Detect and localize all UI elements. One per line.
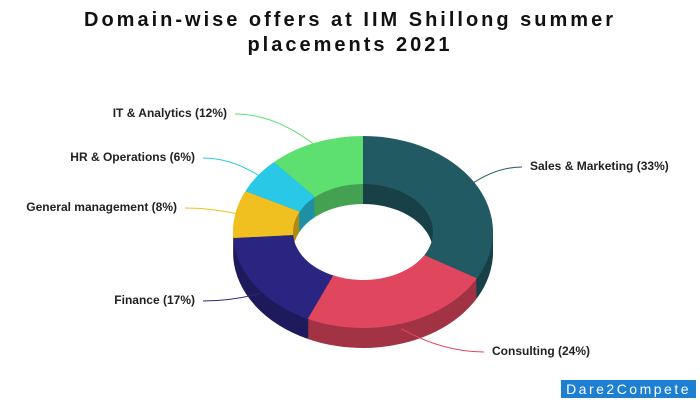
data-label: Finance (17%): [114, 293, 195, 307]
data-label: IT & Analytics (12%): [113, 106, 227, 120]
value-label: (12%): [195, 106, 227, 120]
category-label: Consulting: [492, 344, 555, 358]
leader-line: [202, 157, 264, 179]
category-label: Finance: [114, 293, 160, 307]
data-label: General management (8%): [26, 200, 177, 214]
category-label: IT & Analytics: [113, 106, 192, 120]
leader-line: [202, 292, 261, 302]
leader-line: [400, 328, 485, 353]
leader-line: [234, 113, 318, 148]
leader-line: [469, 166, 523, 186]
value-label: (8%): [152, 200, 177, 214]
leader-line: [184, 207, 242, 216]
value-label: (6%): [170, 150, 195, 164]
chart-title: Domain-wise offers at IIM Shillong summe…: [84, 9, 616, 56]
data-label: HR & Operations (6%): [70, 150, 195, 164]
segment: [245, 162, 316, 212]
value-label: (24%): [558, 344, 590, 358]
value-label: (17%): [163, 293, 195, 307]
segment: [307, 255, 477, 328]
segment: [233, 235, 334, 319]
data-label: Sales & Marketing (33%): [530, 159, 669, 173]
segment: [363, 136, 493, 279]
category-label: HR & Operations: [70, 150, 166, 164]
value-label: (33%): [637, 159, 669, 173]
watermark: Dare2Compete: [561, 380, 696, 398]
data-label: Consulting (24%): [492, 344, 590, 358]
category-label: Sales & Marketing: [530, 159, 633, 173]
segment: [233, 191, 300, 239]
segment: [274, 136, 363, 198]
category-label: General management: [26, 200, 148, 214]
